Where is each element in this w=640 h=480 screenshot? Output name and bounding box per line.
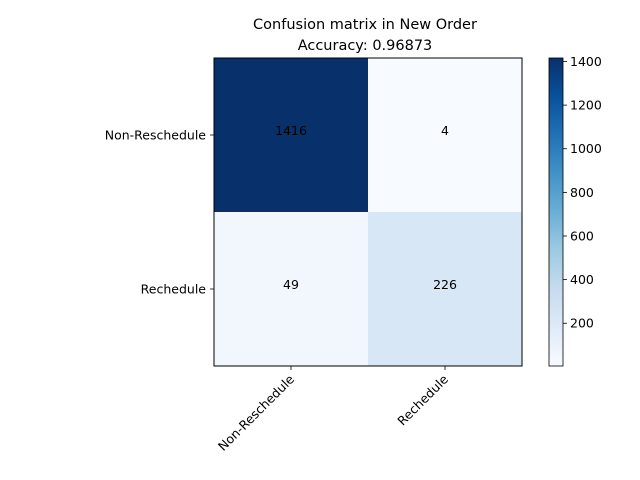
- chart-subtitle: Accuracy: 0.96873: [298, 38, 433, 54]
- matrix-cell: [368, 212, 522, 366]
- y-tick-label: Non-Reschedule: [105, 128, 207, 143]
- cell-value-label: 226: [433, 277, 457, 292]
- colorbar-tick-label: 400: [570, 272, 594, 287]
- matrix-cell: [214, 212, 368, 366]
- y-tick-label: Rechedule: [141, 282, 207, 297]
- matrix-cell: [368, 58, 522, 212]
- cell-value-label: 49: [283, 277, 299, 292]
- colorbar-tick-label: 1000: [570, 141, 602, 156]
- cell-value-label: 1416: [275, 123, 307, 138]
- colorbar-tick-label: 600: [570, 228, 594, 243]
- colorbar: [548, 57, 564, 367]
- colorbar-tick-label: 1200: [570, 98, 602, 113]
- x-tick-label: Non-Reschedule: [215, 371, 297, 453]
- cell-value-label: 4: [441, 123, 449, 138]
- chart-title: Confusion matrix in New Order: [253, 17, 477, 33]
- matrix-frame: [213, 57, 523, 367]
- colorbar-tick-label: 1400: [570, 54, 602, 69]
- colorbar-tick-label: 200: [570, 316, 594, 331]
- colorbar-tick-label: 800: [570, 185, 594, 200]
- matrix-cell: [214, 58, 368, 212]
- x-tick-label: Rechedule: [394, 371, 451, 428]
